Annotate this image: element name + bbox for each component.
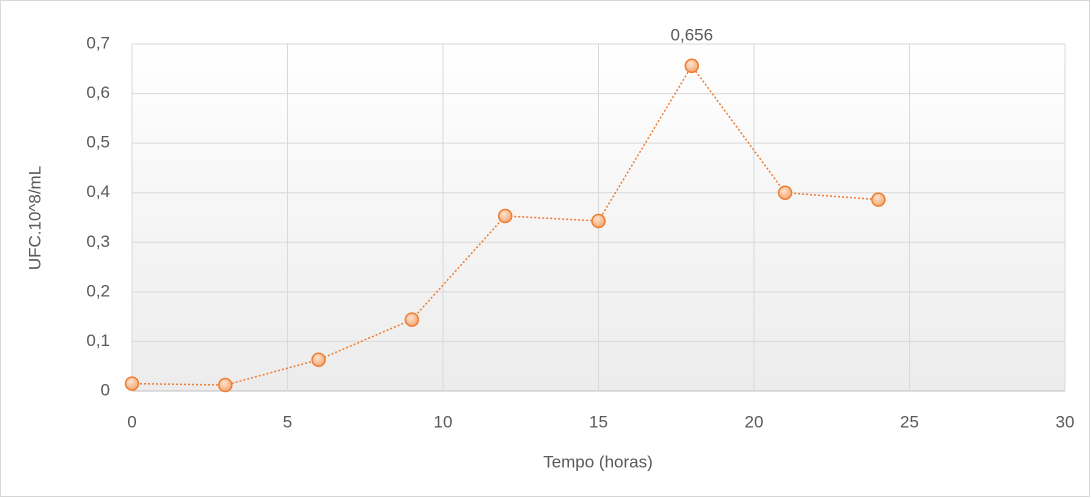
y-tick-label: 0,2 <box>86 281 110 300</box>
x-tick-label: 20 <box>745 412 764 431</box>
y-tick-label: 0,5 <box>86 133 110 152</box>
marker <box>124 376 140 391</box>
x-axis-label: Tempo (horas) <box>543 452 653 471</box>
marker <box>871 192 886 207</box>
y-tick-label: 0,6 <box>86 83 110 102</box>
marker <box>311 352 326 368</box>
marker <box>684 58 700 74</box>
y-tick-label: 0,7 <box>86 33 110 52</box>
x-tick-label: 10 <box>434 412 453 431</box>
marker <box>777 185 793 200</box>
x-tick-label: 30 <box>1056 412 1075 431</box>
x-tick-label: 5 <box>283 412 292 431</box>
y-tick-label: 0 <box>101 380 110 399</box>
y-tick-label: 0,4 <box>86 182 110 201</box>
marker <box>218 377 233 393</box>
y-tick-label: 0,1 <box>86 331 110 350</box>
y-axis-label: UFC.10^8/mL <box>25 166 44 270</box>
x-tick-label: 25 <box>900 412 919 431</box>
line <box>131 64 879 386</box>
x-tick-label: 15 <box>589 412 608 431</box>
marker <box>404 312 420 327</box>
y-tick-label: 0,3 <box>86 232 110 251</box>
marker <box>497 208 513 224</box>
x-tick-label: 0 <box>127 412 136 431</box>
data-label: 0,656 <box>671 25 714 44</box>
marker <box>591 213 606 229</box>
